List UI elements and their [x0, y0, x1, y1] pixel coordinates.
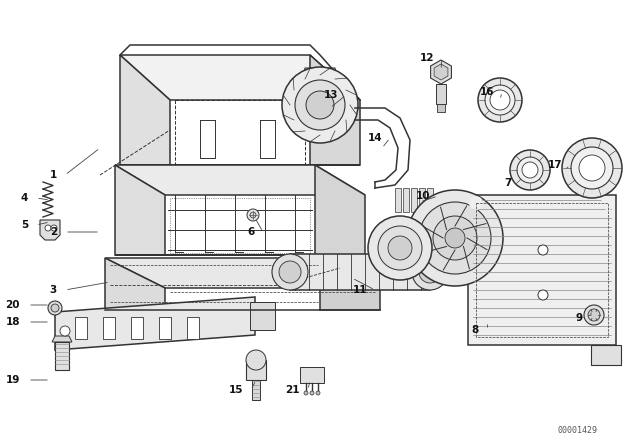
- Circle shape: [571, 147, 613, 189]
- Polygon shape: [591, 345, 621, 365]
- Text: 2: 2: [50, 227, 57, 237]
- Text: 3: 3: [50, 285, 57, 295]
- Circle shape: [316, 391, 320, 395]
- Bar: [55, 342, 69, 370]
- Circle shape: [588, 309, 600, 321]
- Text: 20: 20: [6, 300, 20, 310]
- Circle shape: [584, 305, 604, 325]
- Circle shape: [522, 162, 538, 178]
- Polygon shape: [115, 165, 165, 255]
- Circle shape: [562, 138, 622, 198]
- Polygon shape: [320, 258, 380, 310]
- Circle shape: [368, 216, 432, 280]
- Polygon shape: [40, 220, 60, 240]
- Polygon shape: [120, 55, 170, 165]
- Circle shape: [60, 326, 70, 336]
- Text: 15: 15: [228, 385, 243, 395]
- Bar: [252, 380, 260, 400]
- Text: 4: 4: [20, 193, 28, 203]
- Polygon shape: [403, 188, 409, 212]
- Circle shape: [517, 157, 543, 183]
- Circle shape: [490, 90, 510, 110]
- Bar: [103, 317, 115, 339]
- Circle shape: [51, 225, 57, 231]
- Bar: [437, 104, 445, 112]
- Circle shape: [378, 226, 422, 270]
- Circle shape: [310, 391, 314, 395]
- Polygon shape: [120, 55, 360, 100]
- Text: 8: 8: [472, 325, 479, 335]
- Circle shape: [48, 301, 62, 315]
- Circle shape: [246, 350, 266, 370]
- Polygon shape: [434, 64, 448, 80]
- Circle shape: [485, 85, 515, 115]
- Circle shape: [272, 254, 308, 290]
- Bar: [436, 84, 446, 104]
- Circle shape: [306, 91, 334, 119]
- Circle shape: [250, 212, 256, 218]
- Polygon shape: [290, 254, 430, 290]
- Text: 16: 16: [479, 87, 494, 97]
- Circle shape: [510, 150, 550, 190]
- Polygon shape: [105, 258, 380, 288]
- Circle shape: [478, 78, 522, 122]
- Circle shape: [304, 391, 308, 395]
- Polygon shape: [411, 188, 417, 212]
- Polygon shape: [412, 228, 445, 258]
- Bar: [131, 317, 143, 339]
- Bar: [159, 317, 171, 339]
- Circle shape: [388, 236, 412, 260]
- Polygon shape: [52, 336, 72, 342]
- Circle shape: [469, 196, 483, 210]
- Circle shape: [419, 202, 491, 274]
- Polygon shape: [315, 165, 365, 255]
- Text: 21: 21: [285, 385, 300, 395]
- Polygon shape: [250, 302, 275, 330]
- Polygon shape: [431, 60, 451, 84]
- Polygon shape: [310, 55, 360, 165]
- Polygon shape: [105, 258, 165, 310]
- Circle shape: [419, 261, 441, 283]
- Text: 00001429: 00001429: [558, 426, 598, 435]
- Text: 10: 10: [415, 191, 430, 201]
- Text: 7: 7: [504, 178, 512, 188]
- Circle shape: [279, 261, 301, 283]
- Circle shape: [407, 190, 503, 286]
- Text: 13: 13: [323, 90, 338, 100]
- Text: 6: 6: [248, 227, 255, 237]
- Text: 12: 12: [419, 53, 434, 63]
- Circle shape: [538, 290, 548, 300]
- Text: 19: 19: [6, 375, 20, 385]
- Polygon shape: [395, 188, 401, 212]
- Circle shape: [538, 245, 548, 255]
- Circle shape: [601, 196, 615, 210]
- Text: 5: 5: [20, 220, 28, 230]
- Circle shape: [282, 67, 358, 143]
- Circle shape: [247, 209, 259, 221]
- Bar: [75, 317, 87, 339]
- Circle shape: [412, 254, 448, 290]
- Circle shape: [579, 155, 605, 181]
- Circle shape: [445, 228, 465, 248]
- Circle shape: [433, 216, 477, 260]
- Bar: [187, 317, 199, 339]
- Text: 17: 17: [547, 160, 562, 170]
- Polygon shape: [55, 297, 255, 350]
- Polygon shape: [468, 195, 616, 345]
- Text: 18: 18: [6, 317, 20, 327]
- Circle shape: [45, 225, 51, 231]
- Circle shape: [51, 304, 59, 312]
- Text: 11: 11: [353, 285, 367, 295]
- Bar: [246, 360, 266, 380]
- Text: 9: 9: [576, 313, 583, 323]
- Polygon shape: [300, 367, 324, 383]
- Polygon shape: [419, 188, 425, 212]
- Polygon shape: [427, 188, 433, 212]
- Circle shape: [295, 80, 345, 130]
- Polygon shape: [115, 165, 365, 195]
- Polygon shape: [300, 68, 340, 90]
- Text: 14: 14: [367, 133, 382, 143]
- Text: 1: 1: [50, 170, 57, 180]
